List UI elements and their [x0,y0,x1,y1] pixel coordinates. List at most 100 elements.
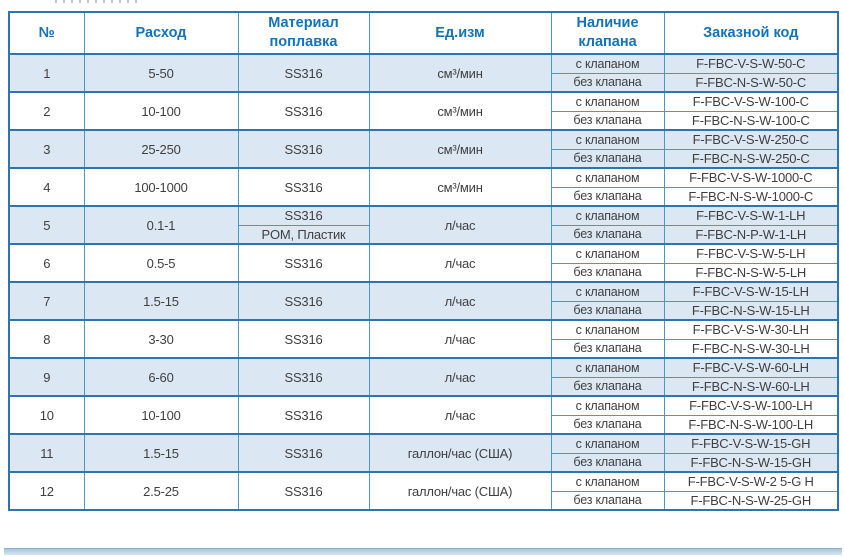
row-number-cell: 8 [8,319,85,358]
unit-cell: л/час [368,319,552,358]
valve-option-with-cell: с клапаном [550,281,665,302]
table-row-without-valve: без клапана F-FBC-N-S-W-60-LH [9,377,839,396]
float-material-cell: SS316 [237,129,370,168]
table-body: 1 5-50 SS316 см³/мин с клапаном F-FBC-V-S-W-5… [8,53,839,510]
row-number-cell: 11 [8,433,85,472]
table-row-with-valve: 12 2.5-25 SS316 галлон/час (США) с клапаном F… [8,471,839,510]
flow-meter-order-table: № Расход Материал поплавка Ед.изм Наличи… [8,11,839,511]
order-code-without-valve-cell: F-FBC-N-S-W-15-LH [663,301,839,320]
float-material-cell: SS316 [237,471,370,510]
row-number-cell: 2 [8,91,85,130]
flow-range-cell: 25-250 [83,129,239,168]
float-material-cell: SS316 [237,281,370,320]
row-number-cell: 3 [8,129,85,168]
order-code-with-valve-cell: F-FBC-V-S-W-100-LH [663,395,839,416]
row-number-cell: 7 [8,281,85,320]
unit-cell: см³/мин [368,91,552,130]
valve-option-without-cell: без клапана [550,111,665,130]
table-row-without-valve: без клапана F-FBC-N-S-W-5-LH [9,263,839,282]
valve-option-with-cell: с клапаном [550,205,665,226]
table-header: № Расход Материал поплавка Ед.изм Наличи… [8,12,839,55]
table-row-without-valve: POM, Пластик без клапана F-FBC-N-P-W-1-LH [9,225,839,244]
order-code-with-valve-cell: F-FBC-V-S-W-1-LH [663,205,839,226]
flow-range-cell: 100-1000 [83,167,239,206]
table-row-with-valve: 8 3-30 SS316 л/час с клапаном F-FBC-V-S-W-30-… [8,319,839,358]
order-code-with-valve-cell: F-FBC-V-S-W-100-C [663,91,839,112]
table-row-without-valve: без клапана F-FBC-N-S-W-250-C [9,149,839,168]
order-code-without-valve-cell: F-FBC-N-S-W-100-LH [663,415,839,434]
valve-option-with-cell: с клапаном [550,433,665,454]
flow-range-cell: 0.5-5 [83,243,239,282]
header-number: № [8,12,85,55]
row-number-cell: 4 [8,167,85,206]
table-row-with-valve: 9 6-60 SS316 л/час с клапаном F-FBC-V-S-W-60-… [8,357,839,396]
table-row-with-valve: 7 1.5-15 SS316 л/час с клапаном F-FBC-V-S-W-1… [8,281,839,320]
flow-range-cell: 10-100 [83,395,239,434]
unit-cell: л/час [368,243,552,282]
unit-cell: л/час [368,281,552,320]
valve-option-without-cell: без клапана [550,339,665,358]
order-code-without-valve-cell: F-FBC-N-S-W-30-LH [663,339,839,358]
order-code-with-valve-cell: F-FBC-V-S-W-15-GH [663,433,839,454]
float-material-cell: SS316 [237,243,370,282]
valve-option-with-cell: с клапаном [550,357,665,378]
table-row-with-valve: 4 100-1000 SS316 см³/мин с клапаном F-FBC-V-S… [8,167,839,206]
valve-option-with-cell: с клапаном [550,471,665,492]
valve-option-without-cell: без клапана [550,73,665,92]
valve-option-without-cell: без клапана [550,149,665,168]
float-material-cell: SS316 [237,319,370,358]
flow-range-cell: 3-30 [83,319,239,358]
valve-option-without-cell: без клапана [550,263,665,282]
unit-cell: л/час [368,205,552,244]
float-material-cell: SS316 [237,91,370,130]
float-material-cell: SS316 [237,433,370,472]
order-code-without-valve-cell: F-FBC-N-S-W-100-C [663,111,839,130]
flow-range-cell: 1.5-15 [83,281,239,320]
float-material-cell: SS316 [237,205,370,226]
valve-option-without-cell: без клапана [550,377,665,396]
header-row: № Расход Материал поплавка Ед.изм Наличи… [8,12,839,55]
order-code-without-valve-cell: F-FBC-N-S-W-60-LH [663,377,839,396]
order-code-with-valve-cell: F-FBC-V-S-W-30-LH [663,319,839,340]
order-code-without-valve-cell: F-FBC-N-S-W-50-C [663,73,839,92]
row-number-cell: 10 [8,395,85,434]
table-row-without-valve: без клапана F-FBC-N-S-W-100-LH [9,415,839,434]
order-code-without-valve-cell: F-FBC-N-S-W-1000-C [663,187,839,206]
flow-range-cell: 6-60 [83,357,239,396]
table-row-with-valve: 5 0.1-1 SS316 л/час с клапаном F-FBC-V-S-W-1-… [8,205,839,244]
bottom-accent-bar [4,548,842,555]
header-unit: Ед.изм [368,12,552,55]
valve-option-without-cell: без клапана [550,453,665,472]
valve-option-with-cell: с клапаном [550,243,665,264]
float-material-cell: SS316 [237,167,370,206]
table-row-with-valve: 2 10-100 SS316 см³/мин с клапаном F-FBC-V-S-W… [8,91,839,130]
row-number-cell: 9 [8,357,85,396]
table-row-without-valve: без клапана F-FBC-N-S-W-25-GH [9,491,839,510]
header-flow: Расход [83,12,239,55]
valve-option-with-cell: с клапаном [550,53,665,74]
valve-option-with-cell: с клапаном [550,167,665,188]
valve-option-without-cell: без клапана [550,187,665,206]
valve-option-with-cell: с клапаном [550,319,665,340]
float-material-cell: SS316 [237,357,370,396]
valve-option-with-cell: с клапаном [550,91,665,112]
order-code-with-valve-cell: F-FBC-V-S-W-1000-C [663,167,839,188]
valve-option-without-cell: без клапана [550,491,665,510]
table-row-without-valve: без клапана F-FBC-N-S-W-100-C [9,111,839,130]
flow-range-cell: 5-50 [83,53,239,92]
float-material-cell: SS316 [237,53,370,92]
valve-option-with-cell: с клапаном [550,395,665,416]
row-number-cell: 5 [8,205,85,244]
order-code-without-valve-cell: F-FBC-N-S-W-5-LH [663,263,839,282]
table-row-without-valve: без клапана F-FBC-N-S-W-50-C [9,73,839,92]
order-code-without-valve-cell: F-FBC-N-P-W-1-LH [663,225,839,244]
order-code-without-valve-cell: F-FBC-N-S-W-250-C [663,149,839,168]
header-float-material: Материал поплавка [237,12,370,55]
unit-cell: см³/мин [368,129,552,168]
header-valve-presence: Наличие клапана [550,12,665,55]
unit-cell: см³/мин [368,167,552,206]
order-code-with-valve-cell: F-FBC-V-S-W-5-LH [663,243,839,264]
order-code-with-valve-cell: F-FBC-V-S-W-2 5-G H [663,471,839,492]
valve-option-without-cell: без клапана [550,301,665,320]
